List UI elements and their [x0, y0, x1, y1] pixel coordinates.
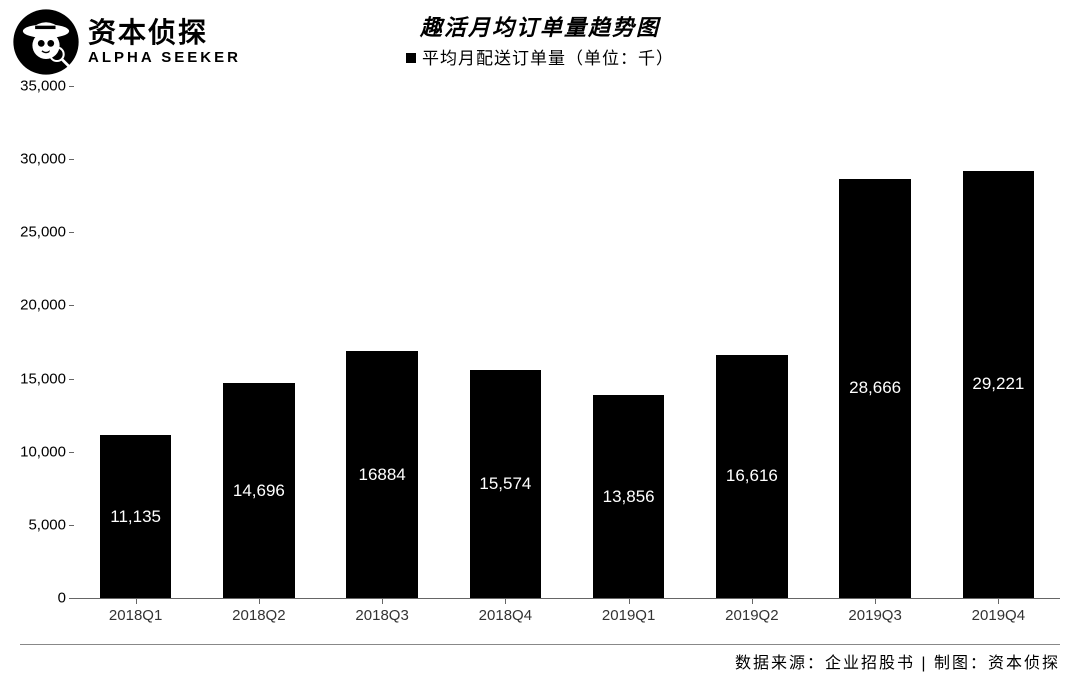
bar-slot: 14,696	[197, 86, 320, 598]
x-axis-labels: 2018Q12018Q22018Q32018Q42019Q12019Q22019…	[74, 599, 1060, 629]
footer-divider	[20, 644, 1060, 645]
x-tick-label: 2019Q2	[690, 599, 813, 629]
bars-container: 11,135 14,696 16884 15,574 13,856 16,616 28,66…	[74, 86, 1060, 598]
bar: 28,666	[839, 179, 911, 598]
x-tick-label: 2018Q1	[74, 599, 197, 629]
bar-slot: 15,574	[444, 86, 567, 598]
bar-value-label: 16,616	[726, 466, 778, 486]
chart-title: 趣活月均订单量趋势图	[0, 10, 1080, 42]
legend-label: 平均月配送订单量（单位：千）	[422, 49, 674, 68]
bar-value-label: 16884	[358, 465, 405, 485]
bar-value-label: 29,221	[972, 374, 1024, 394]
y-tick-label: 5,000	[28, 516, 74, 533]
bar-value-label: 15,574	[479, 474, 531, 494]
bar-value-label: 28,666	[849, 378, 901, 398]
plot-area: 11,135 14,696 16884 15,574 13,856 16,616 28,66…	[74, 86, 1060, 599]
bar-chart: 11,135 14,696 16884 15,574 13,856 16,616 28,66…	[74, 86, 1060, 629]
chart-legend: 平均月配送订单量（单位：千）	[0, 44, 1080, 69]
bar: 16884	[346, 351, 418, 598]
footer-text: 数据来源：企业招股书 | 制图：资本侦探	[735, 649, 1060, 673]
legend-marker-icon	[406, 53, 416, 63]
y-tick-mark	[69, 86, 74, 87]
bar-slot: 13,856	[567, 86, 690, 598]
x-tick-label: 2019Q1	[567, 599, 690, 629]
bar: 14,696	[223, 383, 295, 598]
bar-slot: 28,666	[814, 86, 937, 598]
y-tick-label: 35,000	[20, 78, 74, 95]
bar: 13,856	[593, 395, 665, 598]
y-tick-mark	[69, 159, 74, 160]
y-tick-mark	[69, 232, 74, 233]
bar-slot: 16,616	[690, 86, 813, 598]
bar-slot: 11,135	[74, 86, 197, 598]
bar: 11,135	[100, 435, 172, 598]
bar-value-label: 11,135	[110, 507, 161, 527]
bar-slot: 16884	[321, 86, 444, 598]
y-tick-mark	[69, 525, 74, 526]
x-tick-label: 2018Q2	[197, 599, 320, 629]
bar: 16,616	[716, 355, 788, 598]
x-tick-label: 2019Q3	[814, 599, 937, 629]
x-tick-label: 2018Q4	[444, 599, 567, 629]
y-tick-label: 20,000	[20, 297, 74, 314]
bar: 15,574	[470, 370, 542, 598]
bar-value-label: 13,856	[603, 487, 655, 507]
bar-slot: 29,221	[937, 86, 1060, 598]
y-tick-label: 30,000	[20, 151, 74, 168]
y-tick-label: 10,000	[20, 443, 74, 460]
y-tick-mark	[69, 379, 74, 380]
y-tick-label: 15,000	[20, 370, 74, 387]
bar: 29,221	[963, 171, 1035, 598]
bar-value-label: 14,696	[233, 481, 285, 501]
y-tick-mark	[69, 305, 74, 306]
x-tick-label: 2019Q4	[937, 599, 1060, 629]
x-tick-label: 2018Q3	[321, 599, 444, 629]
y-tick-label: 25,000	[20, 224, 74, 241]
y-tick-mark	[69, 452, 74, 453]
